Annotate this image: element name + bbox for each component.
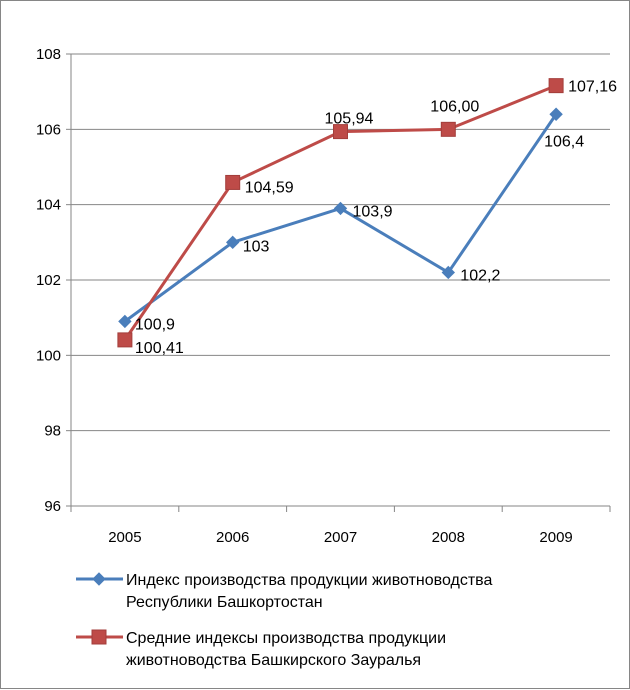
data-label: 100,9	[135, 316, 175, 333]
legend-entry-text: Средние индексы производства продукции	[126, 630, 446, 647]
y-tick-label: 96	[44, 498, 61, 515]
y-tick-label: 102	[36, 272, 61, 289]
series-1-point	[333, 201, 348, 216]
y-tick-label: 108	[36, 46, 61, 63]
data-label: 100,41	[135, 340, 184, 357]
data-labels: 100,9 103 103,9 102,2 106,4 100,41 104,59 105,9…	[135, 79, 617, 357]
data-label: 106,4	[544, 133, 584, 150]
legend-entry-text: Индекс производства продукции животновод…	[126, 572, 492, 589]
data-label: 105,94	[325, 111, 374, 128]
series-2-point	[440, 121, 456, 137]
x-tick-label: 2009	[539, 529, 572, 546]
series-2-point	[548, 78, 564, 94]
y-tick-label: 100	[36, 347, 61, 364]
axes	[66, 53, 611, 512]
y-tick-labels: 96 98 100 102 104 106 108	[36, 46, 61, 515]
series-1-point	[549, 107, 563, 121]
x-tick-label: 2005	[108, 529, 141, 546]
legend-swatch-marker	[91, 629, 107, 645]
data-label: 103,9	[353, 203, 393, 220]
data-label: 107,16	[568, 79, 617, 96]
data-label: 102,2	[460, 267, 500, 284]
series-line-1	[124, 113, 558, 323]
x-tick-label: 2007	[324, 529, 357, 546]
legend-entry-text: животноводства Башкирского Зауралья	[126, 652, 421, 669]
data-label: 103	[243, 238, 270, 255]
series-1-point	[118, 314, 132, 329]
legend-swatch-marker	[92, 572, 106, 586]
x-tick-label: 2008	[432, 529, 465, 546]
y-tick-label: 104	[36, 197, 61, 214]
series-2-point	[333, 124, 348, 140]
series-2-point	[225, 174, 241, 190]
x-tick-labels: 2005 2006 2007 2008 2009	[108, 529, 573, 546]
data-label: 104,59	[245, 179, 294, 196]
series-2-point	[117, 332, 133, 348]
x-tick-label: 2006	[216, 529, 249, 546]
y-tick-label: 98	[44, 423, 61, 440]
y-tick-label: 106	[36, 121, 61, 138]
series-markers	[117, 78, 564, 348]
series-1-point	[441, 265, 456, 280]
data-label: 106,00	[430, 98, 479, 115]
legend-entry-text: Республики Башкортостан	[126, 594, 323, 611]
series-1-point	[225, 235, 240, 250]
legend: Индекс производства продукции животновод…	[76, 572, 492, 669]
